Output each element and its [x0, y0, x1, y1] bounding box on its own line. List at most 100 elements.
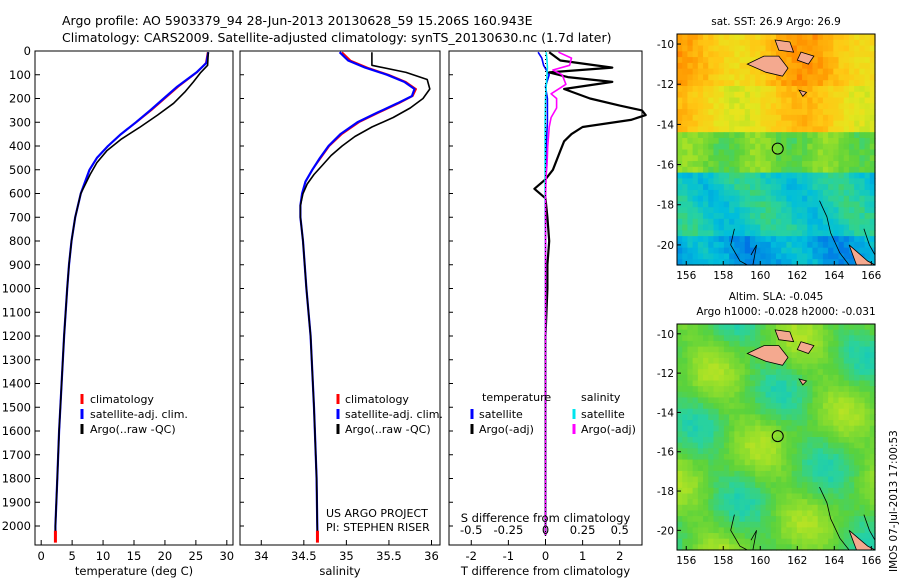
map-cell — [729, 386, 735, 393]
map-cell — [744, 391, 751, 399]
map-cell — [713, 74, 720, 81]
map-cell — [723, 114, 730, 122]
map-cell — [692, 329, 699, 336]
map-cell — [859, 149, 866, 156]
map-cell — [807, 236, 814, 243]
x-tick-label: 156 — [676, 270, 696, 282]
map-cell — [682, 459, 689, 466]
map-cell — [765, 499, 772, 506]
map-cell — [796, 482, 803, 489]
map-cell — [708, 213, 715, 220]
x-tick-label: 34.5 — [291, 549, 317, 563]
map-cell — [677, 465, 683, 472]
map-cell — [713, 34, 720, 41]
map-cell — [807, 137, 814, 145]
map-cell — [828, 178, 834, 185]
map-cell — [822, 39, 829, 47]
map-cell — [854, 68, 860, 76]
map-cell — [817, 57, 824, 64]
map-cell — [703, 109, 709, 116]
map-cell — [770, 487, 777, 495]
map-cell — [807, 247, 814, 255]
map-cell — [708, 103, 715, 110]
map-cell — [708, 236, 715, 243]
map-cell — [708, 403, 715, 410]
map-cell — [718, 476, 725, 483]
map-cell — [828, 74, 834, 81]
map-cell — [864, 161, 871, 168]
map-cell — [843, 453, 850, 461]
map-cell — [713, 453, 720, 461]
map-cell — [770, 516, 777, 523]
map-cell — [677, 369, 683, 376]
map-cell — [781, 397, 788, 404]
map-cell — [703, 68, 709, 76]
map-cell — [755, 149, 761, 156]
map-cell — [843, 340, 850, 348]
map-cell — [723, 448, 730, 455]
map-cell — [713, 346, 720, 353]
map-cell — [697, 493, 704, 500]
map-cell — [755, 374, 761, 382]
map-cell — [781, 453, 788, 461]
map-cell — [869, 346, 876, 353]
map-cell — [723, 476, 730, 483]
map-cell — [687, 380, 694, 387]
map-cell — [687, 459, 694, 466]
map-cell — [796, 213, 803, 220]
map-cell — [744, 201, 751, 208]
map-cell — [776, 149, 782, 156]
y-tick-label: 1600 — [2, 424, 31, 438]
map-cell — [692, 357, 699, 365]
x-axis-label: T difference from climatology — [460, 564, 631, 578]
map-cell — [692, 247, 699, 255]
y-tick-label: 1000 — [2, 282, 31, 296]
map-cell — [760, 397, 767, 404]
map-cell — [822, 189, 829, 197]
map-cell — [718, 109, 725, 116]
map-cell — [781, 465, 788, 472]
map-cell — [854, 166, 860, 174]
map-cell — [822, 352, 829, 359]
map-cell — [781, 224, 788, 231]
map-cell — [791, 161, 798, 168]
map-cell — [796, 224, 803, 231]
map-cell — [708, 241, 715, 249]
map-cell — [718, 213, 725, 220]
map-cell — [713, 420, 720, 427]
map-cell — [718, 161, 725, 168]
map-cell — [677, 335, 683, 342]
map-cell — [682, 213, 689, 220]
map-cell — [817, 346, 824, 353]
map-cell — [822, 259, 829, 266]
map-cell — [713, 408, 720, 415]
map-cell — [864, 324, 871, 331]
map-cell — [786, 363, 793, 370]
map-cell — [755, 363, 761, 370]
map-cell — [755, 97, 761, 104]
map-cell — [760, 380, 767, 387]
map-cell — [692, 346, 699, 353]
map-cell — [812, 437, 819, 444]
map-cell — [713, 45, 720, 52]
map-cell — [822, 448, 829, 455]
map-cell — [828, 91, 834, 99]
land-mass — [774, 329, 795, 343]
map-cell — [682, 178, 689, 185]
map-cell — [703, 218, 709, 226]
map-cell — [734, 195, 741, 203]
map-cell — [739, 114, 746, 122]
map-cell — [776, 137, 782, 145]
map-cell — [776, 241, 782, 249]
map-cell — [703, 184, 709, 191]
map-cell — [833, 97, 840, 104]
map-cell — [812, 178, 819, 185]
map-cell — [864, 346, 871, 353]
map-cell — [828, 143, 834, 151]
map-cell — [718, 510, 725, 517]
map-cell — [718, 195, 725, 203]
map-cell — [687, 499, 694, 506]
map-cell — [718, 499, 725, 506]
map-cell — [749, 527, 756, 534]
map-cell — [812, 521, 819, 528]
